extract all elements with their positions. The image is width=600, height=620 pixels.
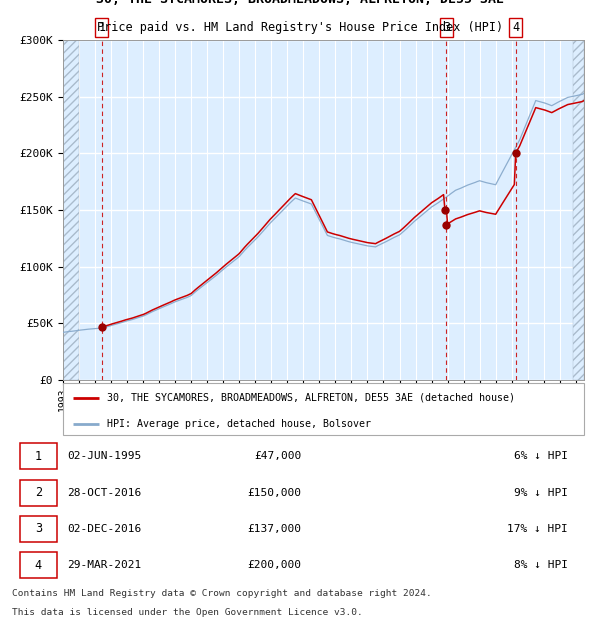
Text: 02-DEC-2016: 02-DEC-2016 — [67, 524, 141, 534]
Text: 30, THE SYCAMORES, BROADMEADOWS, ALFRETON, DE55 3AE: 30, THE SYCAMORES, BROADMEADOWS, ALFRETO… — [96, 0, 504, 6]
Text: 02-JUN-1995: 02-JUN-1995 — [67, 451, 141, 461]
Text: 9% ↓ HPI: 9% ↓ HPI — [514, 487, 568, 498]
Text: 6% ↓ HPI: 6% ↓ HPI — [514, 451, 568, 461]
Text: £137,000: £137,000 — [248, 524, 302, 534]
Text: HPI: Average price, detached house, Bolsover: HPI: Average price, detached house, Bols… — [107, 418, 371, 428]
Text: 28-OCT-2016: 28-OCT-2016 — [67, 487, 141, 498]
Text: £200,000: £200,000 — [248, 560, 302, 570]
Text: 17% ↓ HPI: 17% ↓ HPI — [507, 524, 568, 534]
FancyBboxPatch shape — [20, 443, 57, 469]
FancyBboxPatch shape — [20, 479, 57, 506]
FancyBboxPatch shape — [63, 383, 584, 435]
Text: 3: 3 — [35, 522, 42, 535]
Text: 2: 2 — [35, 486, 42, 499]
Text: 1: 1 — [98, 22, 106, 35]
Text: £47,000: £47,000 — [254, 451, 302, 461]
Text: Contains HM Land Registry data © Crown copyright and database right 2024.: Contains HM Land Registry data © Crown c… — [12, 589, 432, 598]
Text: 29-MAR-2021: 29-MAR-2021 — [67, 560, 141, 570]
Text: 1: 1 — [35, 450, 42, 463]
Text: 3: 3 — [443, 22, 450, 35]
FancyBboxPatch shape — [20, 516, 57, 542]
Text: £150,000: £150,000 — [248, 487, 302, 498]
Text: Price paid vs. HM Land Registry's House Price Index (HPI): Price paid vs. HM Land Registry's House … — [97, 21, 503, 34]
Text: 8% ↓ HPI: 8% ↓ HPI — [514, 560, 568, 570]
Text: This data is licensed under the Open Government Licence v3.0.: This data is licensed under the Open Gov… — [12, 608, 363, 617]
Text: 4: 4 — [512, 22, 519, 35]
Text: 30, THE SYCAMORES, BROADMEADOWS, ALFRETON, DE55 3AE (detached house): 30, THE SYCAMORES, BROADMEADOWS, ALFRETO… — [107, 392, 515, 402]
Text: 4: 4 — [35, 559, 42, 572]
FancyBboxPatch shape — [20, 552, 57, 578]
